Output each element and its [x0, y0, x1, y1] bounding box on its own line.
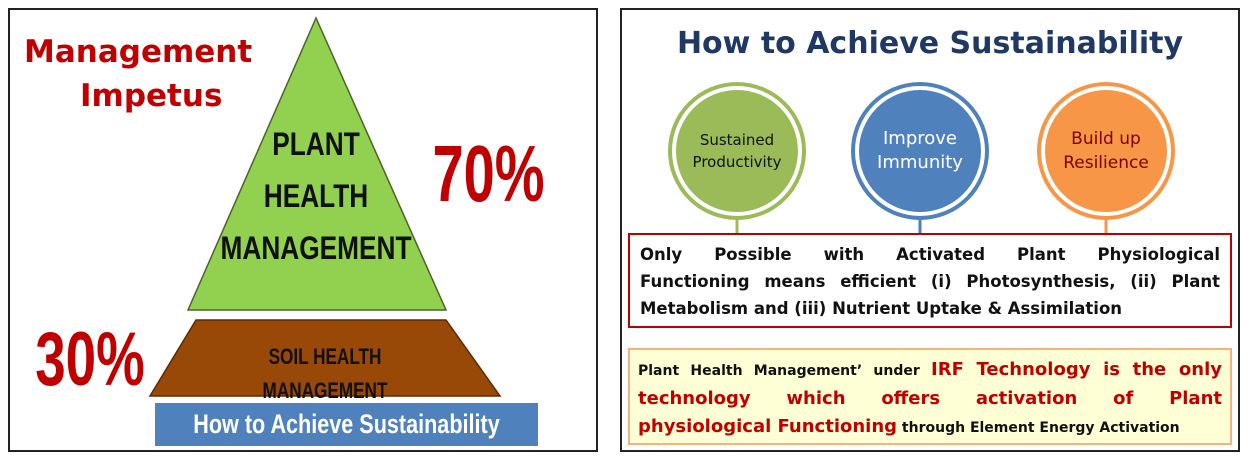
note-box: Plant Health Management’ under IRF Techn…: [628, 348, 1232, 445]
pyramid-line: PLANT: [272, 126, 360, 162]
note-line: Plant Health Management’ under IRF Techn…: [638, 356, 1222, 385]
pyramid-base: [148, 319, 502, 397]
right-title: How to Achieve Sustainability: [676, 26, 1184, 61]
circle-line: Build up: [1071, 129, 1141, 149]
circle: Build up Resilience: [1041, 86, 1171, 216]
footer-bar: [155, 403, 538, 446]
title-line: Impetus: [80, 78, 223, 114]
footer-text: How to Achieve Sustainability: [193, 409, 500, 439]
circle-line: Improve: [882, 128, 957, 149]
circle: Sustained Productivity: [672, 86, 802, 216]
note-text: through Element Energy Activation: [897, 420, 1180, 436]
note-text: Plant Health Management’ under: [638, 363, 932, 379]
pyramid-top: [186, 16, 448, 311]
circle-line: Productivity: [692, 153, 782, 171]
note-line: technology which offers activation of Pl…: [638, 385, 1222, 413]
circle-line: Sustained: [699, 131, 775, 149]
note-highlight: physiological Functioning: [638, 416, 898, 437]
note-highlight: IRF Technology is the only: [931, 359, 1222, 380]
base-label: SOIL HEALTH MANAGEMENT: [262, 344, 388, 403]
statement-line: Only Possible with Activated Plant Physi…: [640, 245, 1220, 264]
title-line: Management: [24, 34, 253, 70]
circle: Improve Immunity: [855, 86, 985, 216]
statement-line: Functioning means efficient (i) Photosyn…: [640, 272, 1220, 291]
note-highlight: technology which offers activation of Pl…: [638, 388, 1222, 409]
top-percent: 70%: [432, 129, 545, 218]
pyramid-top-text: PLANT HEALTH MANAGEMENT: [221, 118, 412, 274]
left-title: Management Impetus: [24, 30, 304, 118]
statement-line: Metabolism and (iii) Nutrient Uptake & A…: [640, 299, 1123, 318]
pyramid-line: MANAGEMENT: [220, 230, 412, 266]
pyramid-line: HEALTH: [263, 178, 369, 214]
circle-line: Resilience: [1063, 153, 1149, 173]
base-percent: 30%: [35, 317, 145, 402]
note-line: physiological Functioning through Elemen…: [638, 413, 1222, 442]
circle-line: Immunity: [877, 152, 963, 173]
statement-box: Only Possible with Activated Plant Physi…: [628, 233, 1232, 328]
